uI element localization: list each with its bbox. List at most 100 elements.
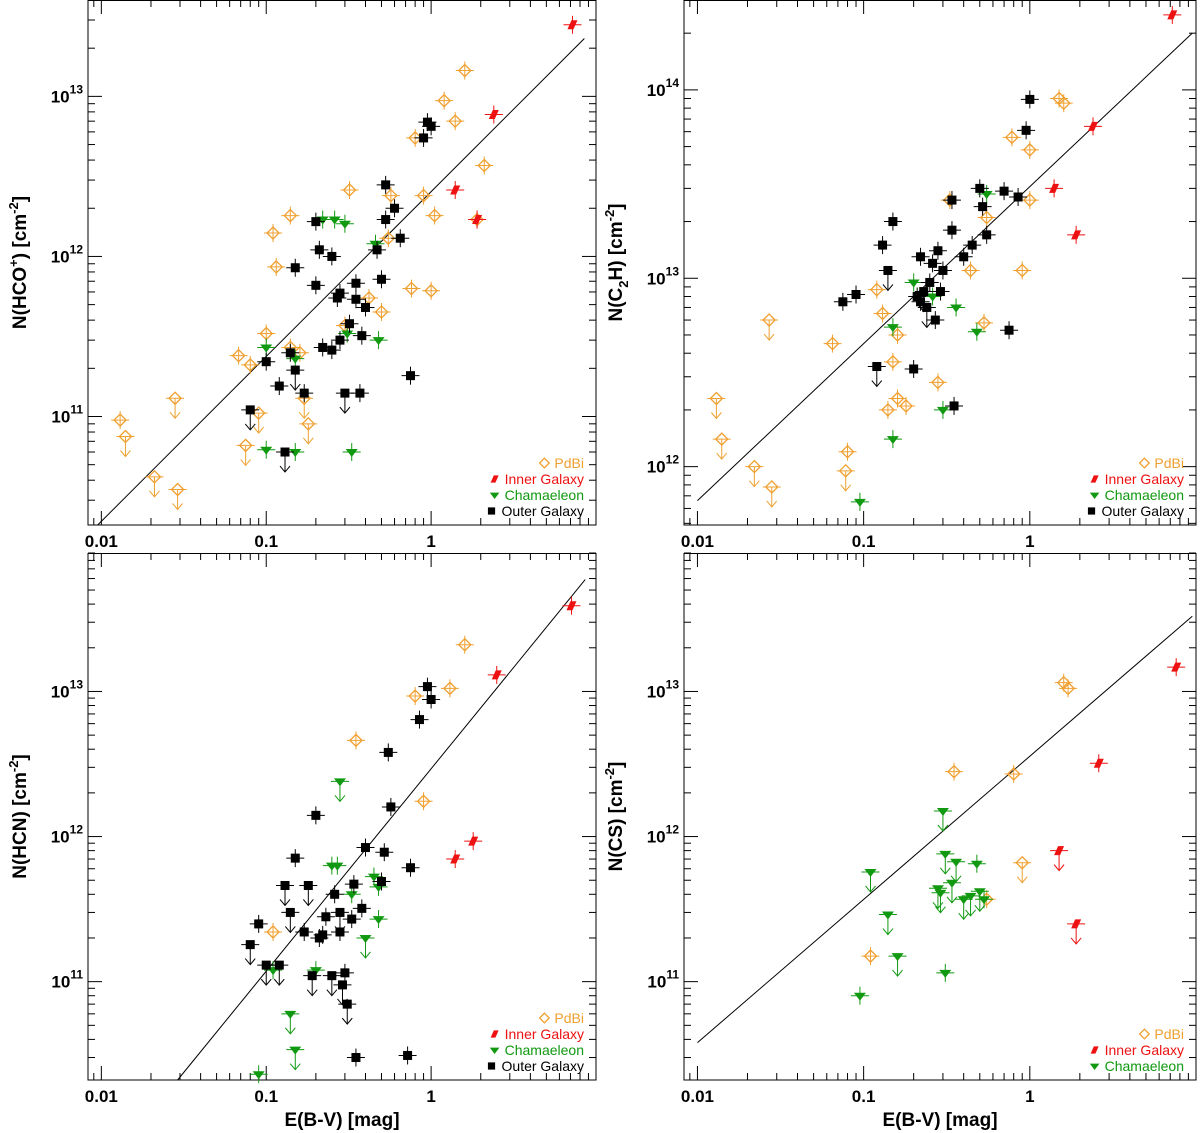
outer-galaxy-marker: [351, 294, 361, 304]
outer-galaxy-marker: [357, 331, 367, 341]
pdbi-marker: [764, 480, 779, 494]
data-point: [286, 849, 305, 868]
outer-galaxy-marker: [878, 240, 888, 250]
data-point: [241, 405, 260, 431]
data-point: [236, 438, 255, 467]
data-point: [562, 596, 581, 615]
y-axis-label: N(HCN) [cm-2]: [6, 754, 31, 879]
data-point: [928, 885, 947, 910]
panel-cs: 1 0.01 0.1 1011 1012 1013 N(CS) [cm-2] E(B-V) […: [602, 552, 1197, 1131]
outer-galaxy-marker: [290, 263, 300, 273]
pdbi-marker: [1022, 193, 1037, 208]
pdbi-marker: [283, 208, 298, 223]
outer-galaxy-marker: [340, 968, 350, 978]
outer-galaxy-marker: [335, 907, 345, 917]
pdbi-marker: [885, 354, 900, 369]
data-point: [883, 212, 902, 231]
outer-galaxy-marker: [285, 348, 295, 358]
outer-galaxy-marker: [959, 252, 969, 262]
inner-galaxy-marker: [488, 110, 499, 120]
legend-item: Outer Galaxy: [487, 1058, 584, 1074]
data-point: [945, 762, 964, 781]
y-tick-label: 1013: [51, 82, 84, 106]
data-point: [330, 922, 349, 941]
data-point: [878, 400, 897, 419]
data-point: [475, 156, 494, 175]
outer-galaxy-marker: [395, 233, 405, 243]
pdbi-marker: [170, 482, 185, 497]
pdbi-marker: [113, 413, 128, 427]
data-point: [356, 934, 375, 959]
outer-galaxy-marker: [851, 289, 861, 299]
data-point: [878, 911, 897, 936]
pdbi-marker: [869, 282, 884, 297]
data-point: [344, 875, 363, 894]
chamaeleon-marker: [864, 868, 877, 877]
chamaeleon-marker: [931, 885, 944, 894]
outer-galaxy-marker: [390, 203, 400, 213]
pdbi-marker: [147, 469, 162, 484]
upper-limit-arrow: [289, 383, 301, 391]
data-point: [945, 396, 964, 415]
data-point: [942, 191, 961, 210]
data-point: [310, 240, 329, 259]
x-tick-label: 0.01: [85, 1087, 118, 1106]
data-point: [299, 880, 318, 907]
plot-frame: [87, 0, 597, 526]
outer-galaxy-marker: [888, 217, 898, 227]
data-point: [1089, 754, 1108, 773]
upper-limit-arrow: [710, 412, 722, 420]
outer-galaxy-marker: [947, 225, 957, 235]
outer-galaxy-marker: [376, 274, 386, 284]
data-point: [861, 868, 880, 893]
pdbi-marker: [1061, 681, 1076, 696]
data-point: [335, 388, 354, 414]
x-axis-label: E(B-V) [mag]: [882, 1110, 997, 1131]
data-point: [878, 265, 897, 292]
data-point: [947, 858, 966, 883]
y-tick-label: 1013: [647, 677, 680, 701]
upper-limit-arrow: [334, 795, 346, 803]
data-point: [281, 1010, 300, 1035]
data-point: [313, 925, 332, 944]
upper-limit-arrow: [1070, 937, 1082, 945]
data-point: [276, 880, 295, 907]
upper-limit-arrow: [302, 437, 314, 445]
legend-item: Chamaeleon: [1089, 1058, 1184, 1074]
outer-galaxy-marker: [949, 401, 959, 411]
data-point: [904, 359, 923, 378]
legend-label: Outer Galaxy: [502, 1058, 584, 1074]
data-point: [823, 334, 842, 353]
chamaeleon-marker: [367, 873, 380, 882]
upper-limit-arrow: [965, 909, 976, 917]
outer-galaxy-marker: [280, 880, 290, 890]
outer-galaxy-marker: [922, 302, 932, 312]
upper-limit-arrow: [939, 867, 951, 875]
chamaeleon-marker: [939, 850, 952, 859]
pdbi-marker: [381, 231, 396, 246]
x-tick-label: 0.1: [254, 532, 278, 551]
pdbi-marker: [1056, 96, 1071, 111]
inner-galaxy-marker: [472, 215, 483, 225]
legend-item: Inner Galaxy: [490, 1026, 584, 1042]
inner-galaxy-marker: [1071, 230, 1082, 240]
data-point: [1163, 5, 1182, 24]
upper-limit-arrow: [279, 465, 291, 473]
chamaeleon-marker: [260, 446, 273, 455]
outer-galaxy-marker: [403, 1050, 413, 1060]
data-point: [401, 858, 420, 877]
inner-galaxy-marker: [1171, 662, 1182, 672]
chamaeleon-marker: [252, 1071, 265, 1080]
outer-galaxy-marker: [355, 388, 365, 398]
data-point: [145, 469, 164, 498]
data-point: [286, 258, 305, 277]
data-point: [346, 1048, 365, 1067]
data-point: [977, 208, 996, 227]
chamaeleon-marker: [289, 449, 302, 458]
data-point: [760, 313, 779, 341]
outer-galaxy-marker: [999, 186, 1009, 196]
outer-galaxy-marker: [290, 365, 300, 375]
inner-galaxy-marker: [490, 1030, 499, 1038]
upper-limit-arrow: [284, 1027, 296, 1035]
upper-limit-arrow: [958, 912, 970, 920]
